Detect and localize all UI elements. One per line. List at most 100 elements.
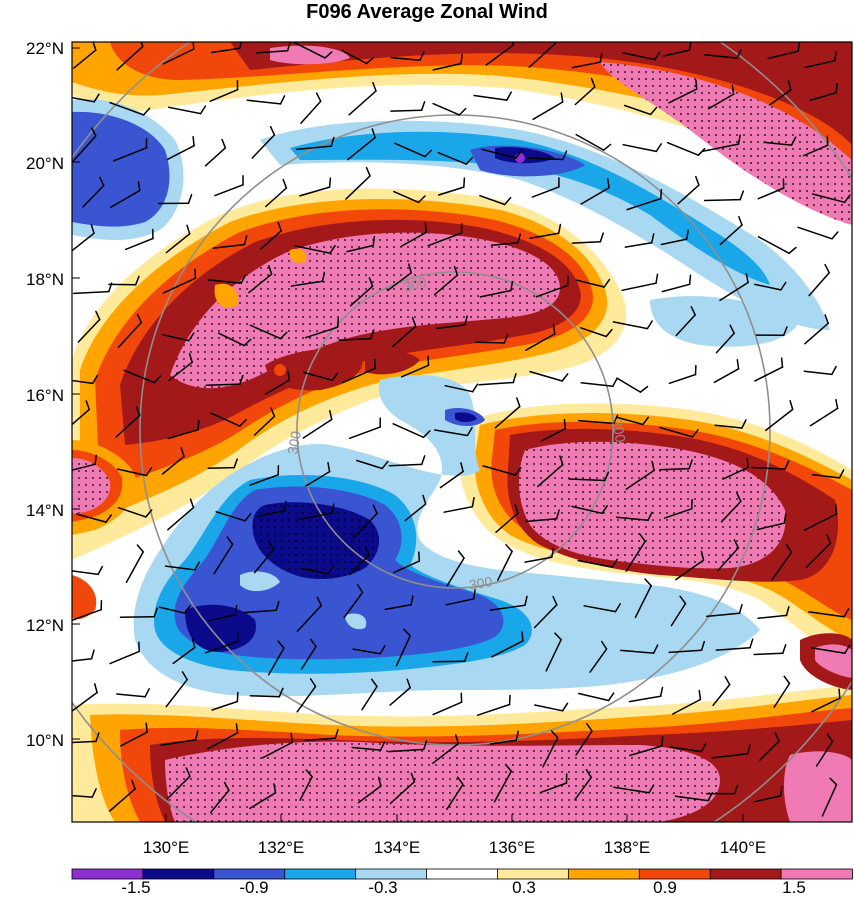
wind-barb [445,598,475,606]
wind-barb [475,341,506,344]
wind-barb [296,604,323,632]
wind-barb [810,647,846,654]
wind-barb-feather [97,565,104,576]
wind-barb [768,89,792,106]
wind-barb-feather [93,93,100,103]
wind-barb-feather [226,536,234,546]
wind-barb [528,42,557,68]
wind-barb [622,143,658,153]
wind-barb-feather [368,276,374,287]
wind-barb-feather [789,400,794,411]
wind-barb-feather [685,229,689,240]
wind-barbs [72,42,851,817]
lat-label-16n: 16°N [26,386,64,405]
wind-barb-feather [661,736,664,747]
wind-barb-feather [654,51,661,61]
wind-barb-feather [372,81,377,92]
wind-barb-feather [738,603,743,615]
wind-barb [575,279,605,288]
wind-barb [110,189,141,208]
wind-barb [753,795,782,803]
wind-barb-feather [843,608,850,618]
wind-barb-feather [606,178,610,189]
wind-barb-feather [783,513,787,524]
lon-label-130e: 130°E [143,838,190,857]
wind-barb-feather [279,95,286,105]
wind-barb-feather [197,420,200,431]
wind-barb-feather [698,689,702,701]
wind-barb [165,233,191,254]
wind-barb-feather [372,504,378,515]
wind-barb [446,557,465,587]
wind-barb-feather [736,49,742,59]
wind-barb [493,770,513,803]
wind-barb [299,186,331,197]
wind-barb [811,193,846,204]
wind-barb-feather [586,722,593,732]
wind-barb-feather [458,107,467,116]
wind-barb [343,591,364,619]
wind-barb-feather [243,338,252,347]
wind-barb [571,505,603,515]
wind-barb [162,277,197,294]
wind-barb-feather [278,687,284,698]
wind-barb-feather [423,740,428,751]
wind-barb [434,429,469,437]
wind-barb-feather [691,429,699,438]
wind-barb [166,144,195,161]
wind-barb [115,414,141,438]
wind-barb [392,423,425,439]
wind-barb [666,141,700,156]
wind-barb [473,94,508,101]
wind-barb-feather [614,603,621,613]
wind-barb [525,518,558,523]
wind-barb [622,52,656,61]
wind-barb [393,190,420,204]
wind-barb [615,416,644,426]
wind-barb-feather [551,547,555,558]
wind-barb [303,371,334,381]
wind-barb-feather [562,150,568,161]
wind-barb-feather [648,784,655,794]
wind-barb [754,366,784,382]
wind-barb-feather [277,640,285,649]
wind-barb-feather [831,231,839,240]
wind-barb-feather [655,273,659,284]
wind-barb [625,540,646,572]
wind-barb-feather [137,180,141,192]
wind-barb [802,144,829,157]
wind-barb-feather [180,447,185,458]
wind-barb [575,133,605,151]
wind-barb [479,194,506,206]
wind-barb-feather [639,385,649,393]
wind-barb [215,511,246,522]
wind-barb-feather [418,551,421,562]
wind-barb [532,101,564,121]
wind-barb-feather [560,92,564,103]
wind-barb-feather [503,333,509,344]
wind-barb-feather [364,545,370,556]
wind-barb [659,467,690,471]
wind-barb [751,466,786,470]
wind-barb-feather [504,763,513,773]
wind-barb [626,197,662,211]
wind-barb-feather [192,42,195,50]
wind-barb [357,785,382,804]
wind-barb-feather [601,505,608,515]
wind-barb [400,231,428,247]
wind-barb [167,506,195,531]
wind-barb [251,134,276,159]
wind-barb [209,88,239,102]
wind-barb [803,370,833,376]
wind-barb-feather [465,156,474,165]
wind-barb-feather [240,274,247,285]
chart-title: F096 Average Zonal Wind [306,1,548,23]
wind-barb-feather [783,675,791,685]
wind-barb [72,135,97,162]
wind-barb-feather [639,533,646,543]
wind-barb [117,321,143,349]
wind-barb [207,732,239,750]
wind-barb-feather [746,744,751,755]
wind-barb [162,48,195,65]
